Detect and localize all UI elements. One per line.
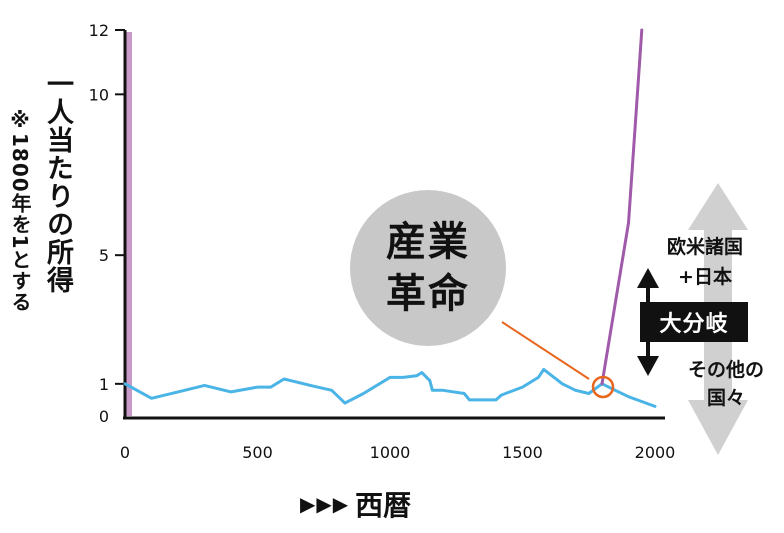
west-label-line-1: 欧米諸国 xyxy=(666,236,743,258)
x-tick-label: 2000 xyxy=(635,443,676,462)
industrial-revolution-pointer xyxy=(501,321,590,380)
y-tick-label: 1 xyxy=(99,375,109,394)
industrial-revolution-bubble: 産業 革命 xyxy=(350,190,506,346)
x-tick-label: 0 xyxy=(120,443,130,462)
y-tick-label: 5 xyxy=(99,246,109,265)
bubble-line-2: 革命 xyxy=(386,271,470,317)
rest-label-line-1: その他の xyxy=(687,359,764,381)
x-tick-label: 1000 xyxy=(370,443,411,462)
triple-arrow-icon: ▶▶▶ xyxy=(300,492,350,516)
y-axis-note: ※1800年を1とする xyxy=(8,108,32,313)
y-tick-label: 12 xyxy=(89,21,109,40)
series-line-1 xyxy=(123,367,657,408)
x-tick-label: 500 xyxy=(242,443,273,462)
y-tick-label: 10 xyxy=(89,85,109,104)
rest-label: その他の 国々 xyxy=(676,356,776,412)
x-tick-label: 1500 xyxy=(502,443,543,462)
bubble-line-1: 産業 xyxy=(386,219,470,265)
y-axis-title: 一人当たりの所得 xyxy=(42,70,73,294)
rest-label-line-2: 国々 xyxy=(706,387,745,409)
x-axis-title: 西暦 xyxy=(355,489,412,522)
y-tick-label: 0 xyxy=(99,407,109,426)
tick-labels: 0 1 5 10 12 0 500 1000 1500 2000 xyxy=(89,21,676,462)
x-axis-title-group: ▶▶▶ 西暦 xyxy=(300,484,411,524)
series-line-2 xyxy=(600,28,644,386)
west-label-line-2: +日本 xyxy=(678,266,732,288)
great-divergence-badge: 大分岐 xyxy=(640,302,748,342)
industrial-revolution-marker xyxy=(591,375,615,399)
west-label: 欧米諸国 +日本 xyxy=(650,232,760,292)
series-layer xyxy=(123,28,657,408)
